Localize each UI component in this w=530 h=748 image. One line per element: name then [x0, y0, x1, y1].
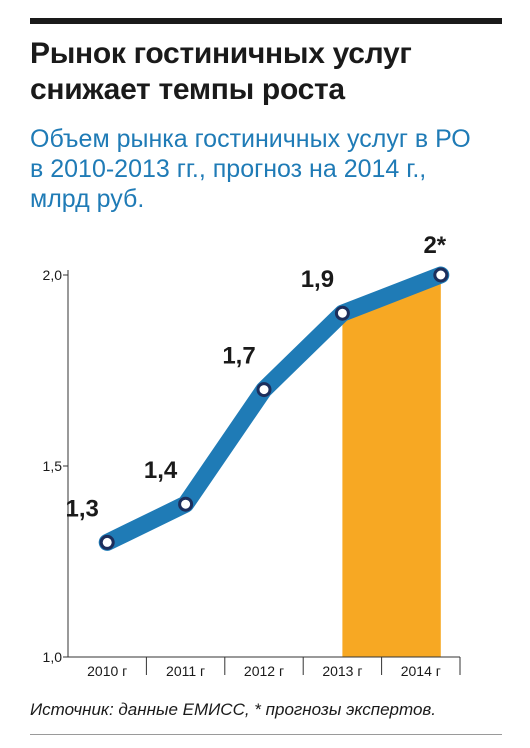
- chart-title-line-2: снижает темпы роста: [30, 73, 345, 106]
- chart-title: Рынок гостиничных услуг снижает темпы ро…: [30, 36, 510, 108]
- data-label: 1,7: [222, 343, 255, 370]
- top-rule: [30, 18, 502, 24]
- chart-subtitle: Объем рынка гостиничных услуг в РО в 201…: [30, 124, 520, 214]
- chart-title-line-1: Рынок гостиничных услуг: [30, 37, 412, 70]
- y-tick-label: 2,0: [43, 267, 63, 283]
- chart-subtitle-line-1: Объем рынка гостиничных услуг в РО: [30, 125, 471, 153]
- data-point: [99, 534, 115, 550]
- data-label: 1,9: [301, 266, 334, 293]
- source-note: Источник: данные ЕМИСС, * прогнозы экспе…: [30, 700, 437, 719]
- x-tick-label: 2013 г: [322, 663, 362, 679]
- x-tick-label: 2014 г: [401, 663, 441, 679]
- data-label: 2*: [423, 232, 446, 259]
- data-point: [433, 267, 449, 283]
- bottom-rule: [30, 734, 502, 735]
- data-label: 1,3: [66, 495, 99, 522]
- x-tick-label: 2010 г: [87, 663, 127, 679]
- chart-subtitle-line-3: млрд руб.: [30, 185, 145, 213]
- data-point: [334, 305, 350, 321]
- data-point: [178, 496, 194, 512]
- x-tick-label: 2011 г: [166, 663, 205, 679]
- data-point: [256, 382, 272, 398]
- forecast-area: [342, 275, 441, 657]
- y-tick-label: 1,0: [43, 649, 63, 665]
- x-tick-label: 2012 г: [244, 663, 284, 679]
- chart-subtitle-line-2: в 2010-2013 гг., прогноз на 2014 г.,: [30, 155, 427, 183]
- y-tick-label: 1,5: [43, 458, 63, 474]
- data-label: 1,4: [144, 457, 178, 484]
